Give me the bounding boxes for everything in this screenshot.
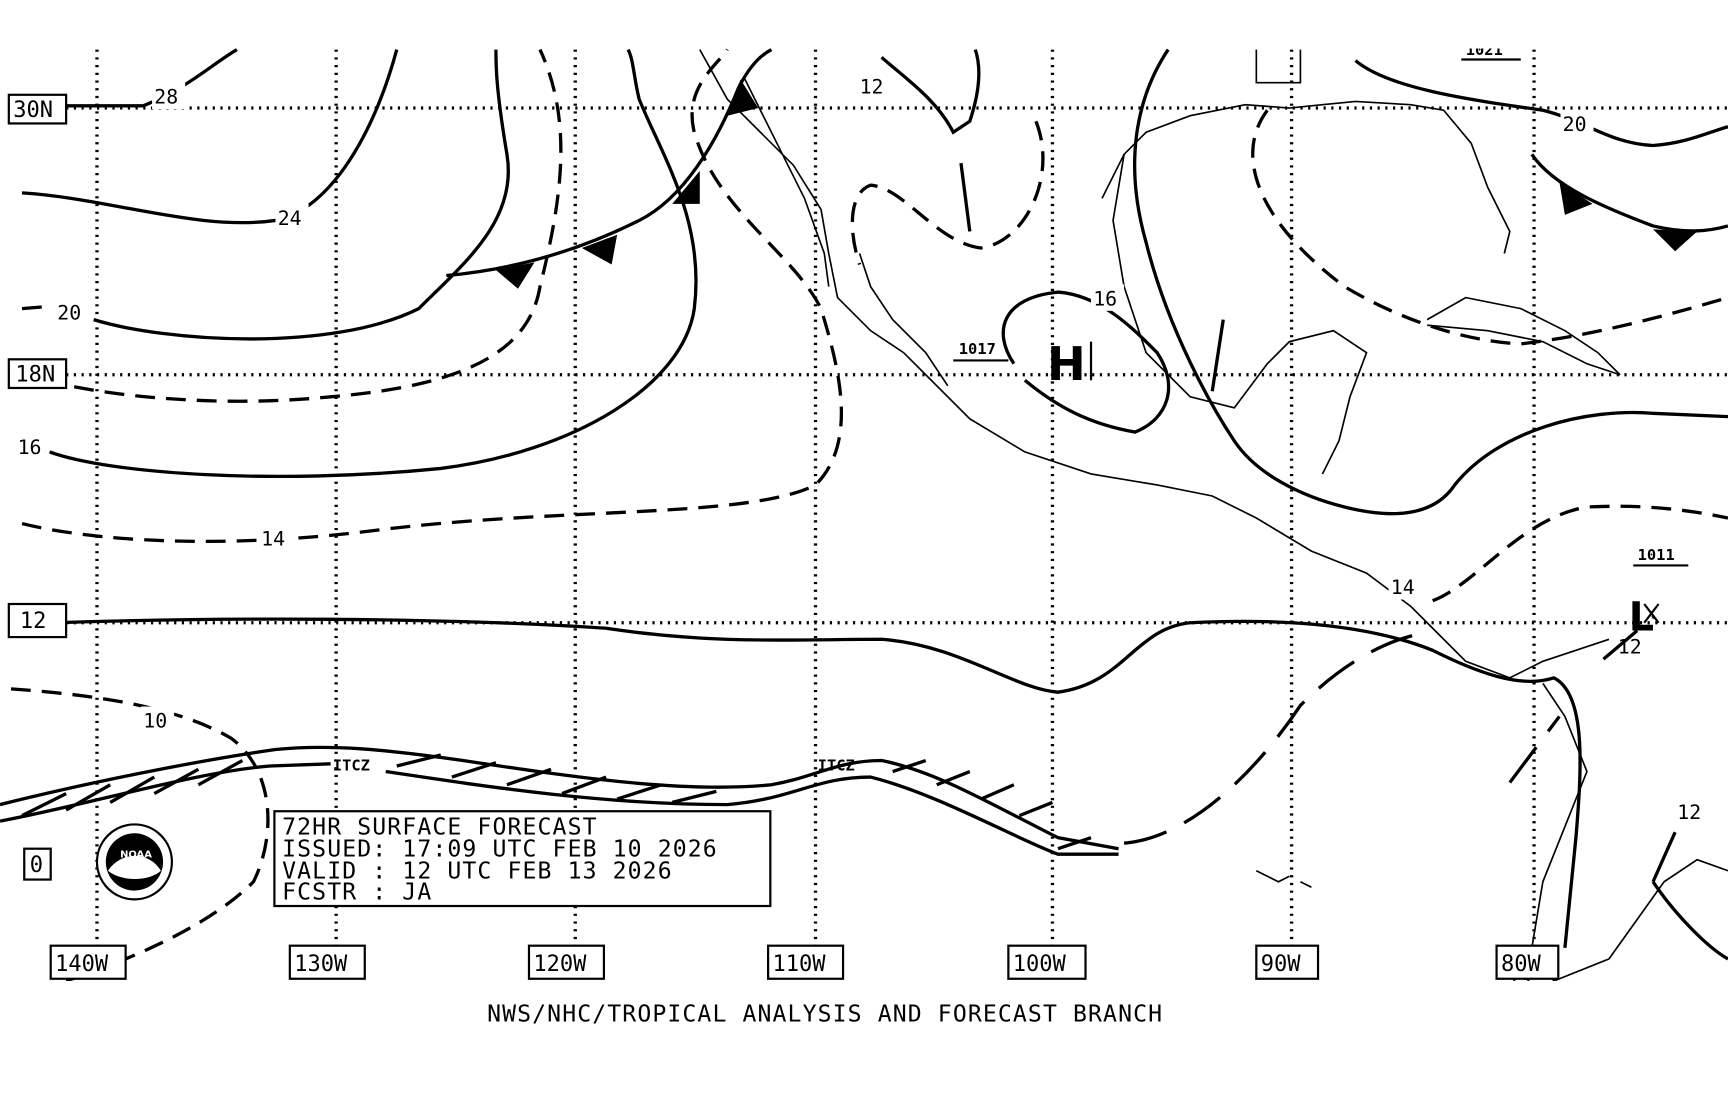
lat-label-18n: 18N — [15, 362, 55, 387]
low-pressure-center: 1011 L — [1629, 546, 1689, 640]
isobars — [10, 48, 1728, 983]
lon-label: 90W — [1261, 952, 1302, 977]
isobar-label-14: 14 — [1391, 576, 1415, 599]
cold-fronts — [446, 48, 1728, 289]
lon-label: 100W — [1013, 952, 1067, 977]
forecast-title: 72HR SURFACE FORECAST — [282, 814, 597, 840]
noaa-logo: NOAA — [95, 823, 174, 901]
itcz-label: ITCZ — [818, 756, 855, 774]
isobar-label-14: 14 — [261, 528, 285, 551]
isobar-label-16: 16 — [1093, 287, 1117, 310]
footer-credit: NWS/NHC/TROPICAL ANALYSIS AND FORECAST B… — [487, 1002, 1163, 1028]
forecast-info-box: 72HR SURFACE FORECAST ISSUED: 17:09 UTC … — [273, 810, 772, 908]
itcz: ITCZ ITCZ — [0, 745, 1119, 856]
isobar-label-28: 28 — [154, 86, 178, 109]
high-pressure-center: 1017 H — [953, 337, 1093, 391]
low-symbol-L: L — [1629, 594, 1654, 640]
latitude-labels: 30N 18N 12 0 — [7, 93, 68, 881]
lon-label: 110W — [773, 952, 827, 977]
longitude-labels: 140W 130W 120W 110W 100W 90W 80W — [49, 944, 1560, 980]
isobar-labels: 28 24 20 16 14 10 12 16 20 14 12 12 13 — [18, 72, 1709, 991]
pressure-value: 1011 — [1638, 546, 1675, 564]
troughs — [1123, 615, 1655, 845]
isobar-label-24: 24 — [278, 207, 302, 230]
lat-label-0: 0 — [30, 853, 43, 878]
issued-time: ISSUED: 17:09 UTC FEB 10 2026 — [282, 836, 718, 862]
high-symbol-H: H — [1047, 337, 1086, 391]
lon-label: 130W — [294, 952, 348, 977]
forecaster: FCSTR : JA — [282, 879, 432, 905]
isobar-label-20: 20 — [1563, 113, 1587, 136]
pressure-value: 1017 — [959, 340, 996, 358]
isobar-label-12: 12 — [1618, 636, 1642, 659]
lon-label: 140W — [55, 952, 109, 977]
isobar-label-16: 16 — [18, 436, 42, 459]
itcz-label: ITCZ — [333, 756, 370, 774]
isobar-label-12: 12 — [860, 76, 884, 99]
valid-time: VALID : 12 UTC FEB 13 2026 — [282, 858, 673, 884]
lon-label: 120W — [533, 952, 587, 977]
noaa-logo-text: NOAA — [120, 850, 152, 861]
isobar-label-12: 12 — [1677, 801, 1701, 824]
isobar-label-10: 10 — [143, 709, 167, 732]
lat-label-30n: 30N — [13, 98, 53, 123]
isobar-label-20: 20 — [57, 302, 81, 325]
lat-label-12n: 12 — [20, 609, 47, 634]
lon-label: 80W — [1501, 952, 1542, 977]
